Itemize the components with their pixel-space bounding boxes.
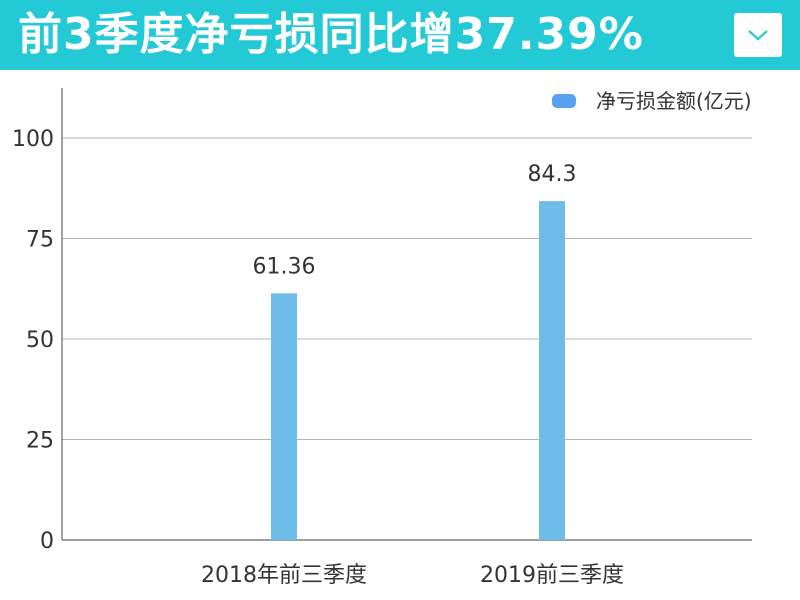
bar bbox=[271, 293, 297, 540]
y-tick-label: 25 bbox=[26, 429, 54, 454]
legend-swatch bbox=[552, 94, 576, 108]
legend-label: 净亏损金额(亿元) bbox=[596, 89, 752, 113]
data-label: 61.36 bbox=[253, 254, 316, 279]
y-tick-label: 50 bbox=[26, 328, 54, 353]
x-category-label: 2019前三季度 bbox=[480, 563, 624, 588]
chevron-down-icon bbox=[748, 30, 768, 41]
data-label: 84.3 bbox=[528, 162, 577, 187]
header-bar: 前3季度净亏损同比增37.39% bbox=[0, 0, 800, 70]
y-tick-label: 0 bbox=[40, 529, 54, 554]
y-tick-label: 75 bbox=[26, 228, 54, 253]
bar-chart: 0 25 50 75 100 61.36 2018年前三季度 84.3 2019前三季度 净亏损金… bbox=[12, 88, 752, 588]
x-category-label: 2018年前三季度 bbox=[201, 563, 367, 588]
dropdown-button[interactable] bbox=[734, 13, 782, 57]
bar bbox=[539, 201, 565, 540]
page-title: 前3季度净亏损同比增37.39% bbox=[18, 9, 644, 60]
y-tick-label: 100 bbox=[12, 127, 54, 152]
